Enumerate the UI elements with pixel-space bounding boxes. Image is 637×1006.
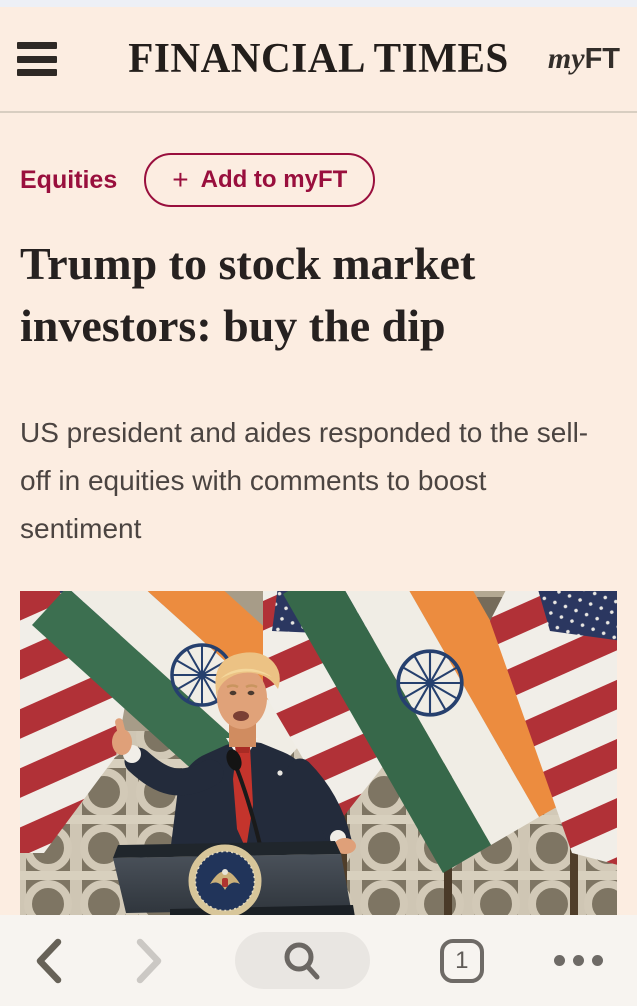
tag-row: Equities + Add to myFT [20,153,617,207]
search-button[interactable] [234,932,370,989]
article-image-illustration [20,591,617,917]
article-image [20,591,617,917]
status-bar-strip [0,0,637,7]
myft-link[interactable]: my FT [548,42,620,76]
plus-icon: + [172,164,189,195]
chevron-right-icon [137,938,162,983]
myft-ft-label: FT [584,43,620,75]
site-header: FINANCIAL TIMES my FT [0,7,637,113]
back-button[interactable] [34,938,64,984]
hamburger-icon [17,55,57,63]
article-standfirst: US president and aides responded to the … [20,417,589,544]
chevron-left-icon [36,938,62,983]
ellipsis-icon [554,955,603,966]
forward-button[interactable] [134,938,164,984]
search-icon [284,942,320,979]
tag-link-equities[interactable]: Equities [20,165,118,194]
tab-count: 1 [455,946,469,974]
myft-my-label: my [547,42,585,75]
hamburger-menu-button[interactable] [17,42,57,76]
article-page: Equities + Add to myFT Trump to stock ma… [0,153,637,553]
hamburger-icon [17,42,57,49]
browser-toolbar: 1 [0,915,637,1006]
add-to-myft-button[interactable]: + Add to myFT [144,153,376,207]
add-to-myft-label: Add to myFT [200,166,348,193]
hamburger-icon [17,69,57,76]
more-menu-button[interactable] [554,955,603,966]
tab-count-button[interactable]: 1 [439,938,484,983]
article-headline: Trump to stock market investors: buy the… [20,238,476,351]
masthead-logo[interactable]: FINANCIAL TIMES [128,36,509,82]
